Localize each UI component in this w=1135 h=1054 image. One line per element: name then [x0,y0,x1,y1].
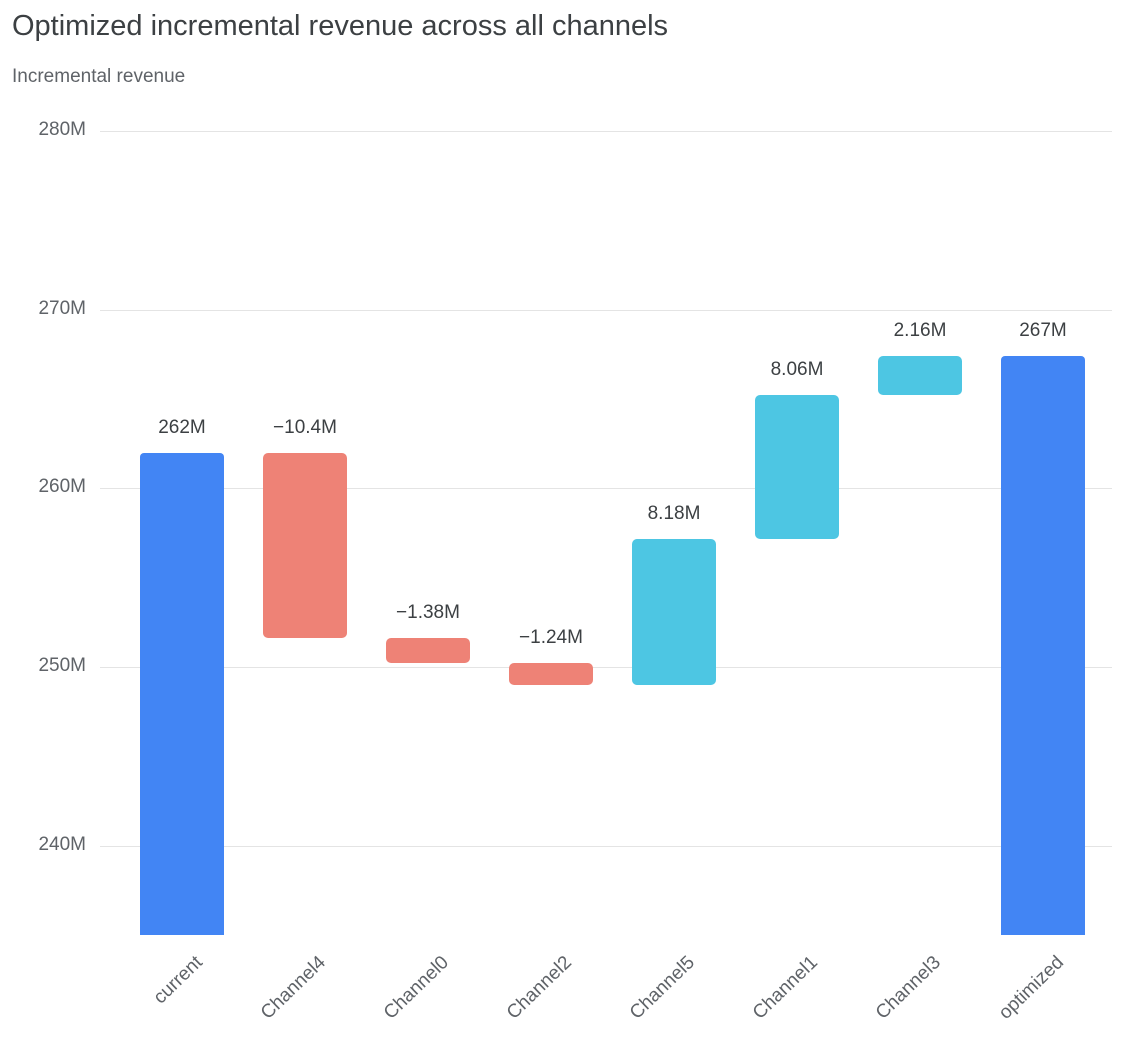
y-axis-tick-label: 250M [38,655,86,676]
waterfall-bar-optimized[interactable] [1001,356,1085,935]
x-axis-tick-label: Channel3 [871,952,945,1024]
bar-value-label: 8.06M [770,359,824,380]
x-axis-tick-label: Channel2 [502,952,576,1024]
y-gridline [100,667,1112,668]
y-axis-tick-label: 240M [38,833,86,855]
y-gridline [100,130,1112,132]
x-axis-tick-label: optimized [994,952,1068,1024]
x-axis-tick-label: Channel5 [625,952,699,1024]
y-gridline [100,845,1112,847]
x-axis-tick-label: Channel0 [379,952,453,1024]
y-axis-tick-label: 260M [38,476,86,498]
x-axis-tick-label: current [149,952,207,1009]
bar-value-label: 262M [158,416,206,438]
waterfall-bar-channel5[interactable] [632,539,716,686]
bar-value-label: 2.16M [893,320,947,342]
bar-value-label: 267M [1019,320,1067,342]
waterfall-bar-current[interactable] [140,452,224,935]
waterfall-bar-channel4[interactable] [263,452,347,639]
x-axis-tick-label: Channel4 [256,952,330,1024]
y-axis-tick-label: 280M [38,118,86,140]
y-axis-tick-label: 270M [38,297,86,319]
bar-value-label: −1.38M [396,602,460,624]
bar-value-label: −1.24M [519,627,583,648]
bar-value-label: −10.4M [273,416,337,438]
chart-title: Optimized incremental revenue across all… [12,10,669,42]
waterfall-bar-channel1[interactable] [755,395,839,539]
waterfall-bar-channel0[interactable] [386,638,470,664]
y-gridline [100,309,1112,311]
x-axis-tick-label: Channel1 [748,952,822,1024]
bar-value-label: 8.18M [647,503,701,524]
waterfall-bar-channel3[interactable] [878,356,962,395]
y-gridline [100,488,1112,490]
chart-subtitle-axis-label: Incremental revenue [12,66,186,87]
waterfall-bar-channel2[interactable] [509,663,593,686]
